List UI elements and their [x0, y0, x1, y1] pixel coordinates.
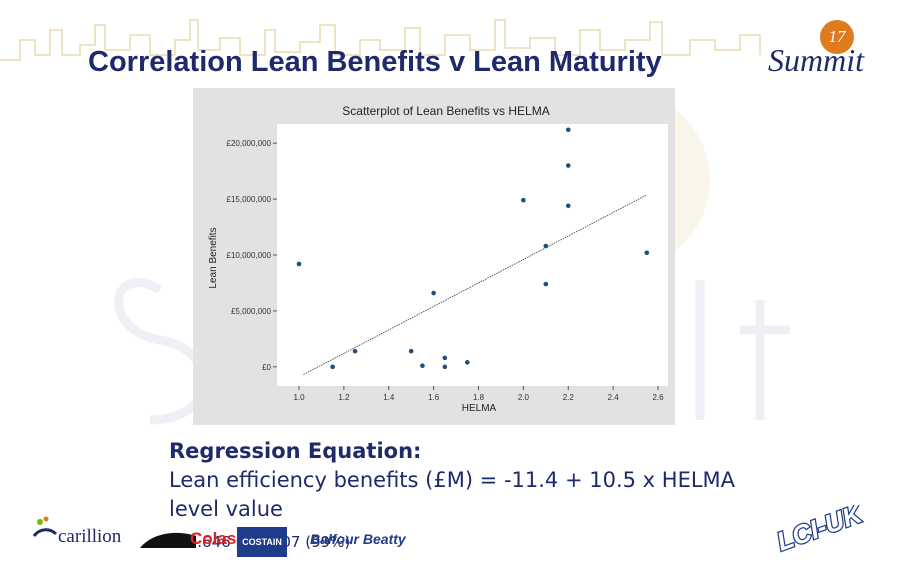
- slide-title: Correlation Lean Benefits v Lean Maturit…: [88, 46, 662, 78]
- chart-title: Scatterplot of Lean Benefits vs HELMA: [342, 104, 549, 118]
- x-tick-label: 1.6: [428, 393, 440, 402]
- data-point: [521, 197, 526, 203]
- data-point: [442, 355, 448, 361]
- regression-equation: Lean efficiency benefits (£M) = -11.4 + …: [169, 468, 736, 521]
- data-point: [352, 348, 358, 354]
- y-tick-label: £0: [262, 363, 271, 372]
- y-tick-label: £15,000,000: [227, 195, 272, 204]
- y-tick-label: £5,000,000: [231, 307, 272, 316]
- colas-swoosh-icon: [140, 532, 196, 548]
- data-point: [464, 360, 470, 365]
- x-tick-label: 1.8: [473, 393, 485, 402]
- data-point: [565, 127, 571, 133]
- data-point: [330, 364, 335, 370]
- carillion-logo: carillion: [58, 526, 122, 547]
- plot-area: [277, 124, 668, 386]
- lci-uk-logo: LCI-UK: [775, 505, 869, 558]
- skyline-decoration: [0, 19, 761, 61]
- x-axis-label: HELMA: [462, 403, 497, 414]
- y-tick-label: £10,000,000: [227, 251, 272, 260]
- scatterplot-chart: Scatterplot of Lean Benefits vs HELMA HE…: [208, 104, 668, 414]
- x-tick-label: 2.0: [518, 393, 530, 402]
- data-point: [543, 281, 549, 287]
- y-tick-label: £20,000,000: [227, 139, 272, 148]
- summit-logo-text: Summit: [768, 42, 864, 78]
- x-tick-label: 1.0: [293, 393, 305, 402]
- data-point: [644, 250, 650, 256]
- x-tick-label: 1.2: [338, 393, 350, 402]
- data-point: [565, 203, 571, 209]
- data-point: [565, 163, 571, 168]
- x-tick-label: 2.4: [608, 393, 620, 402]
- data-point: [442, 364, 448, 370]
- x-tick-label: 2.2: [563, 393, 575, 402]
- data-point: [431, 290, 436, 296]
- lci-uk-logo-text: LCI-UK: [775, 505, 868, 557]
- data-point: [296, 261, 302, 267]
- x-tick-label: 1.4: [383, 393, 395, 402]
- y-axis-label: Lean Benefits: [208, 227, 219, 288]
- carillion-logo-icon: [32, 516, 58, 537]
- summit-logo-number: 17: [820, 20, 854, 54]
- costain-logo: COSTAIN: [237, 527, 287, 557]
- scatterplot-frame: Scatterplot of Lean Benefits vs HELMA HE…: [193, 88, 675, 425]
- data-point: [543, 243, 549, 249]
- colas-logo: Colas: [190, 529, 237, 548]
- x-tick-label: 2.6: [652, 393, 664, 402]
- regression-heading: Regression Equation:: [169, 439, 422, 463]
- regression-block: Regression Equation: Lean efficiency ben…: [169, 436, 779, 551]
- data-point: [420, 363, 425, 369]
- data-point: [408, 348, 414, 354]
- balfour-beatty-logo: Balfour Beatty: [310, 531, 406, 547]
- trend-line: [303, 194, 647, 375]
